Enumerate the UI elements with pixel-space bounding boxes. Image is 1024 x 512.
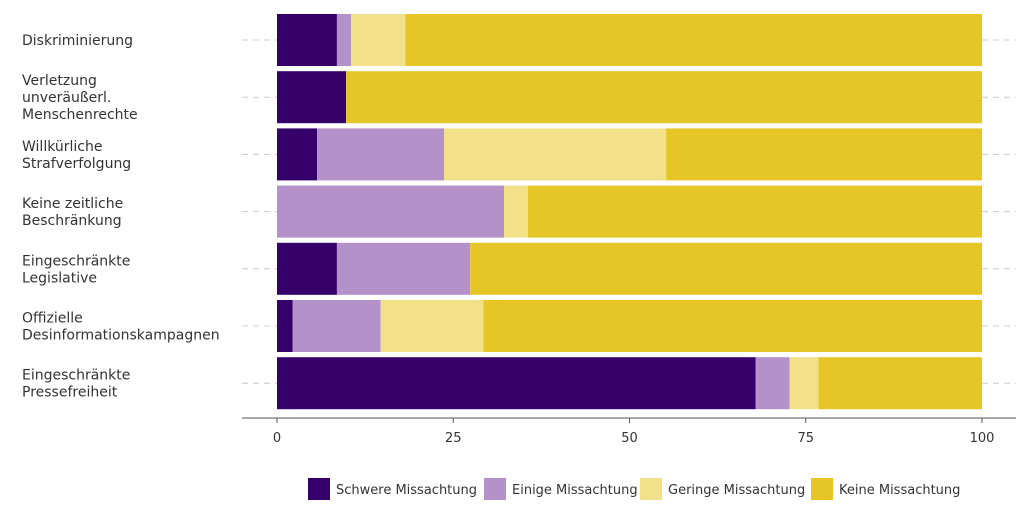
bar-segment xyxy=(405,14,982,66)
bar-segment xyxy=(292,300,381,352)
bar-segment xyxy=(483,300,982,352)
bar-segment xyxy=(277,14,337,66)
bar-segment xyxy=(818,357,982,410)
legend-swatch xyxy=(308,478,330,500)
x-tick-label: 25 xyxy=(445,431,462,446)
bar-segment xyxy=(277,128,318,181)
bar-segment xyxy=(351,14,406,66)
bar-segment xyxy=(755,357,790,410)
x-axis-ticks: 0 25 50 75 100 xyxy=(273,418,995,446)
bar-segment xyxy=(277,242,337,295)
category-label: Keine zeitliche Beschränkung xyxy=(22,196,123,229)
x-tick-label: 100 xyxy=(970,431,995,446)
category-label: Willkürliche Strafverfolgung xyxy=(22,139,131,172)
legend-label: Geringe Missachtung xyxy=(668,483,805,498)
category-label: Eingeschränkte Pressefreiheit xyxy=(22,368,130,401)
row-guides xyxy=(242,39,1016,384)
bar-segment xyxy=(470,242,982,295)
category-labels: Diskriminierung Verletzung unveräußerl. Men… xyxy=(22,33,220,401)
bar-segment xyxy=(277,71,347,124)
bar-segment xyxy=(504,185,528,238)
legend: Schwere Missachtung Einige Missachtung Ger… xyxy=(308,478,960,500)
bars xyxy=(277,14,983,410)
legend-label: Schwere Missachtung xyxy=(336,483,477,498)
bar-segment xyxy=(346,71,983,124)
x-tick-label: 0 xyxy=(273,431,281,446)
legend-swatch xyxy=(640,478,662,500)
bar-segment xyxy=(277,185,505,238)
bar-segment xyxy=(317,128,445,181)
bar-segment xyxy=(789,357,819,410)
bar-segment xyxy=(336,14,352,66)
x-tick-label: 75 xyxy=(797,431,814,446)
x-tick-label: 50 xyxy=(621,431,638,446)
legend-swatch xyxy=(484,478,506,500)
legend-label: Keine Missachtung xyxy=(839,483,960,498)
bar-segment xyxy=(444,128,667,181)
category-label: Diskriminierung xyxy=(22,33,133,49)
category-label: Verletzung unveräußerl. Menschenrechte xyxy=(22,73,138,123)
category-label: Offizielle Desinformationskampagnen xyxy=(22,311,220,344)
bar-segment xyxy=(666,128,982,181)
category-label: Eingeschränkte Legislative xyxy=(22,253,130,286)
bar-segment xyxy=(277,357,756,410)
legend-label: Einige Missachtung xyxy=(512,483,638,498)
bar-segment xyxy=(336,242,471,295)
bar-segment xyxy=(277,300,293,352)
bar-segment xyxy=(380,300,484,352)
legend-swatch xyxy=(811,478,833,500)
bar-segment xyxy=(527,185,982,238)
